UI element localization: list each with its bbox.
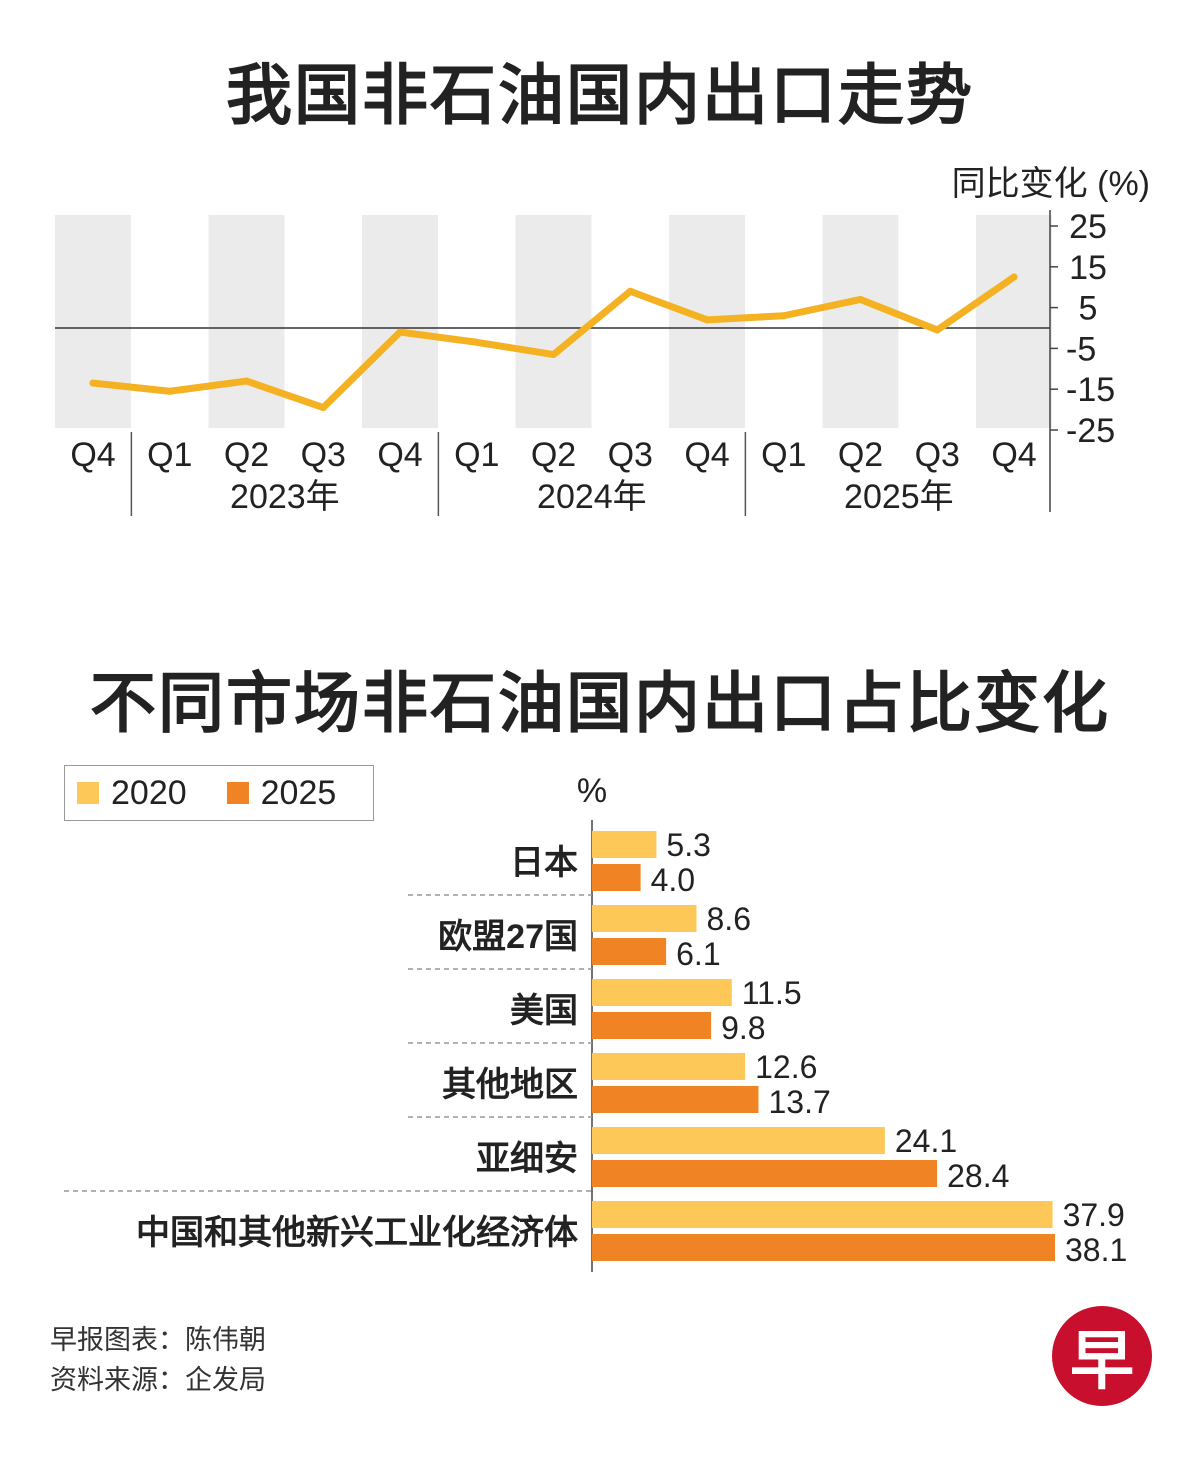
data-point — [857, 295, 864, 303]
data-point — [780, 312, 788, 320]
logo-char: 早 — [1070, 1325, 1134, 1399]
category-label: 日本 — [510, 844, 578, 882]
shade-band — [362, 215, 438, 428]
bar-2025 — [592, 1234, 1055, 1261]
bar-2025 — [592, 1160, 938, 1187]
x-tick-label: Q3 — [915, 436, 960, 474]
x-tick-label: Q2 — [224, 436, 269, 474]
x-tick-label: Q4 — [70, 436, 115, 474]
bar-2025 — [592, 1012, 712, 1039]
bar-2020 — [592, 1053, 746, 1080]
bar-label-2025: 4.0 — [651, 862, 695, 898]
data-point — [1010, 273, 1018, 281]
bar-2020 — [592, 905, 697, 932]
chart-credit: 早报图表：陈伟朝 — [50, 1325, 266, 1356]
legend-swatch-2020 — [77, 782, 99, 804]
data-point — [550, 351, 557, 359]
data-point — [243, 377, 250, 385]
bar-legend: 2020 2025 — [64, 765, 374, 821]
x-tick-label: Q4 — [377, 436, 422, 474]
legend-swatch-2025 — [226, 782, 249, 804]
y-tick-label: -25 — [1066, 412, 1115, 450]
shade-band — [976, 215, 1052, 428]
data-point — [89, 379, 97, 387]
category-label: 中国和其他新兴工业化经济体 — [136, 1214, 578, 1252]
shade-band — [822, 215, 899, 428]
y-tick-label: 5 — [1079, 290, 1098, 328]
y-tick-label: 15 — [1069, 249, 1107, 287]
bar-chart: % 日本 5.34.0 欧盟27国 8.66.1 美国 11.59.8 其他地区 12.613.… — [64, 772, 1127, 1272]
bar-2020 — [592, 1201, 1053, 1228]
shade-band — [515, 215, 592, 428]
legend-label-2020: 2020 — [111, 773, 187, 812]
year-label: 2025年 — [844, 478, 954, 516]
bar-2020 — [592, 979, 732, 1006]
bar-2020 — [592, 831, 657, 858]
x-tick-label: Q3 — [301, 436, 346, 474]
y-axis-title: 同比变化 (%) — [952, 165, 1150, 203]
category-label: 欧盟27国 — [438, 918, 578, 956]
bar-label-2025: 38.1 — [1065, 1232, 1127, 1268]
zaobao-logo: 早 — [1052, 1306, 1152, 1406]
category-label: 亚细安 — [476, 1140, 578, 1178]
bar-label-2020: 37.9 — [1063, 1197, 1125, 1233]
data-point — [703, 316, 711, 324]
data-point — [473, 338, 481, 346]
x-tick-label: Q3 — [608, 436, 653, 474]
x-tick-label: Q4 — [684, 436, 729, 474]
category-label: 美国 — [510, 992, 578, 1030]
category-label: 其他地区 — [442, 1066, 578, 1104]
bar-label-2020: 5.3 — [666, 827, 710, 863]
bar-label-2025: 28.4 — [947, 1158, 1009, 1194]
legend-item-2020: 2020 — [77, 774, 187, 813]
data-point — [626, 287, 634, 295]
bar-label-2020: 11.5 — [742, 975, 802, 1011]
year-label: 2024年 — [537, 478, 647, 516]
x-tick-label: Q1 — [454, 436, 499, 474]
data-point — [396, 328, 404, 336]
shade-band — [55, 215, 131, 428]
x-tick-label: Q2 — [531, 436, 576, 474]
x-tick-label: Q2 — [838, 436, 883, 474]
bar-label-2020: 24.1 — [895, 1123, 957, 1159]
data-point — [319, 404, 327, 412]
year-label: 2023年 — [230, 478, 340, 516]
bar-2025 — [592, 1086, 759, 1113]
data-point — [933, 326, 941, 334]
bar-label-2025: 6.1 — [676, 936, 720, 972]
bar-label-2025: 9.8 — [721, 1010, 765, 1046]
unit-label: % — [577, 772, 607, 810]
x-tick-label: Q1 — [147, 436, 192, 474]
line-chart-title: 我国非石油国内出口走势 — [226, 57, 974, 134]
bar-2020 — [592, 1127, 885, 1154]
bar-label-2020: 12.6 — [755, 1049, 817, 1085]
bar-2025 — [592, 938, 667, 965]
shade-band — [208, 215, 285, 428]
y-tick-label: 25 — [1069, 208, 1107, 246]
x-tick-label: Q4 — [991, 436, 1036, 474]
legend-item-2025: 2025 — [226, 773, 337, 813]
x-tick-label: Q1 — [761, 436, 806, 474]
bar-label-2020: 8.6 — [707, 901, 751, 937]
y-tick-label: -5 — [1066, 330, 1096, 368]
bar-label-2025: 13.7 — [768, 1084, 830, 1120]
bar-2025 — [592, 864, 641, 891]
data-source: 资料来源：企发局 — [50, 1365, 266, 1396]
data-point — [166, 387, 174, 395]
y-tick-label: -15 — [1066, 371, 1115, 409]
legend-label-2025: 2025 — [260, 773, 337, 812]
bar-chart-title: 不同市场非石油国内出口占比变化 — [90, 665, 1110, 742]
